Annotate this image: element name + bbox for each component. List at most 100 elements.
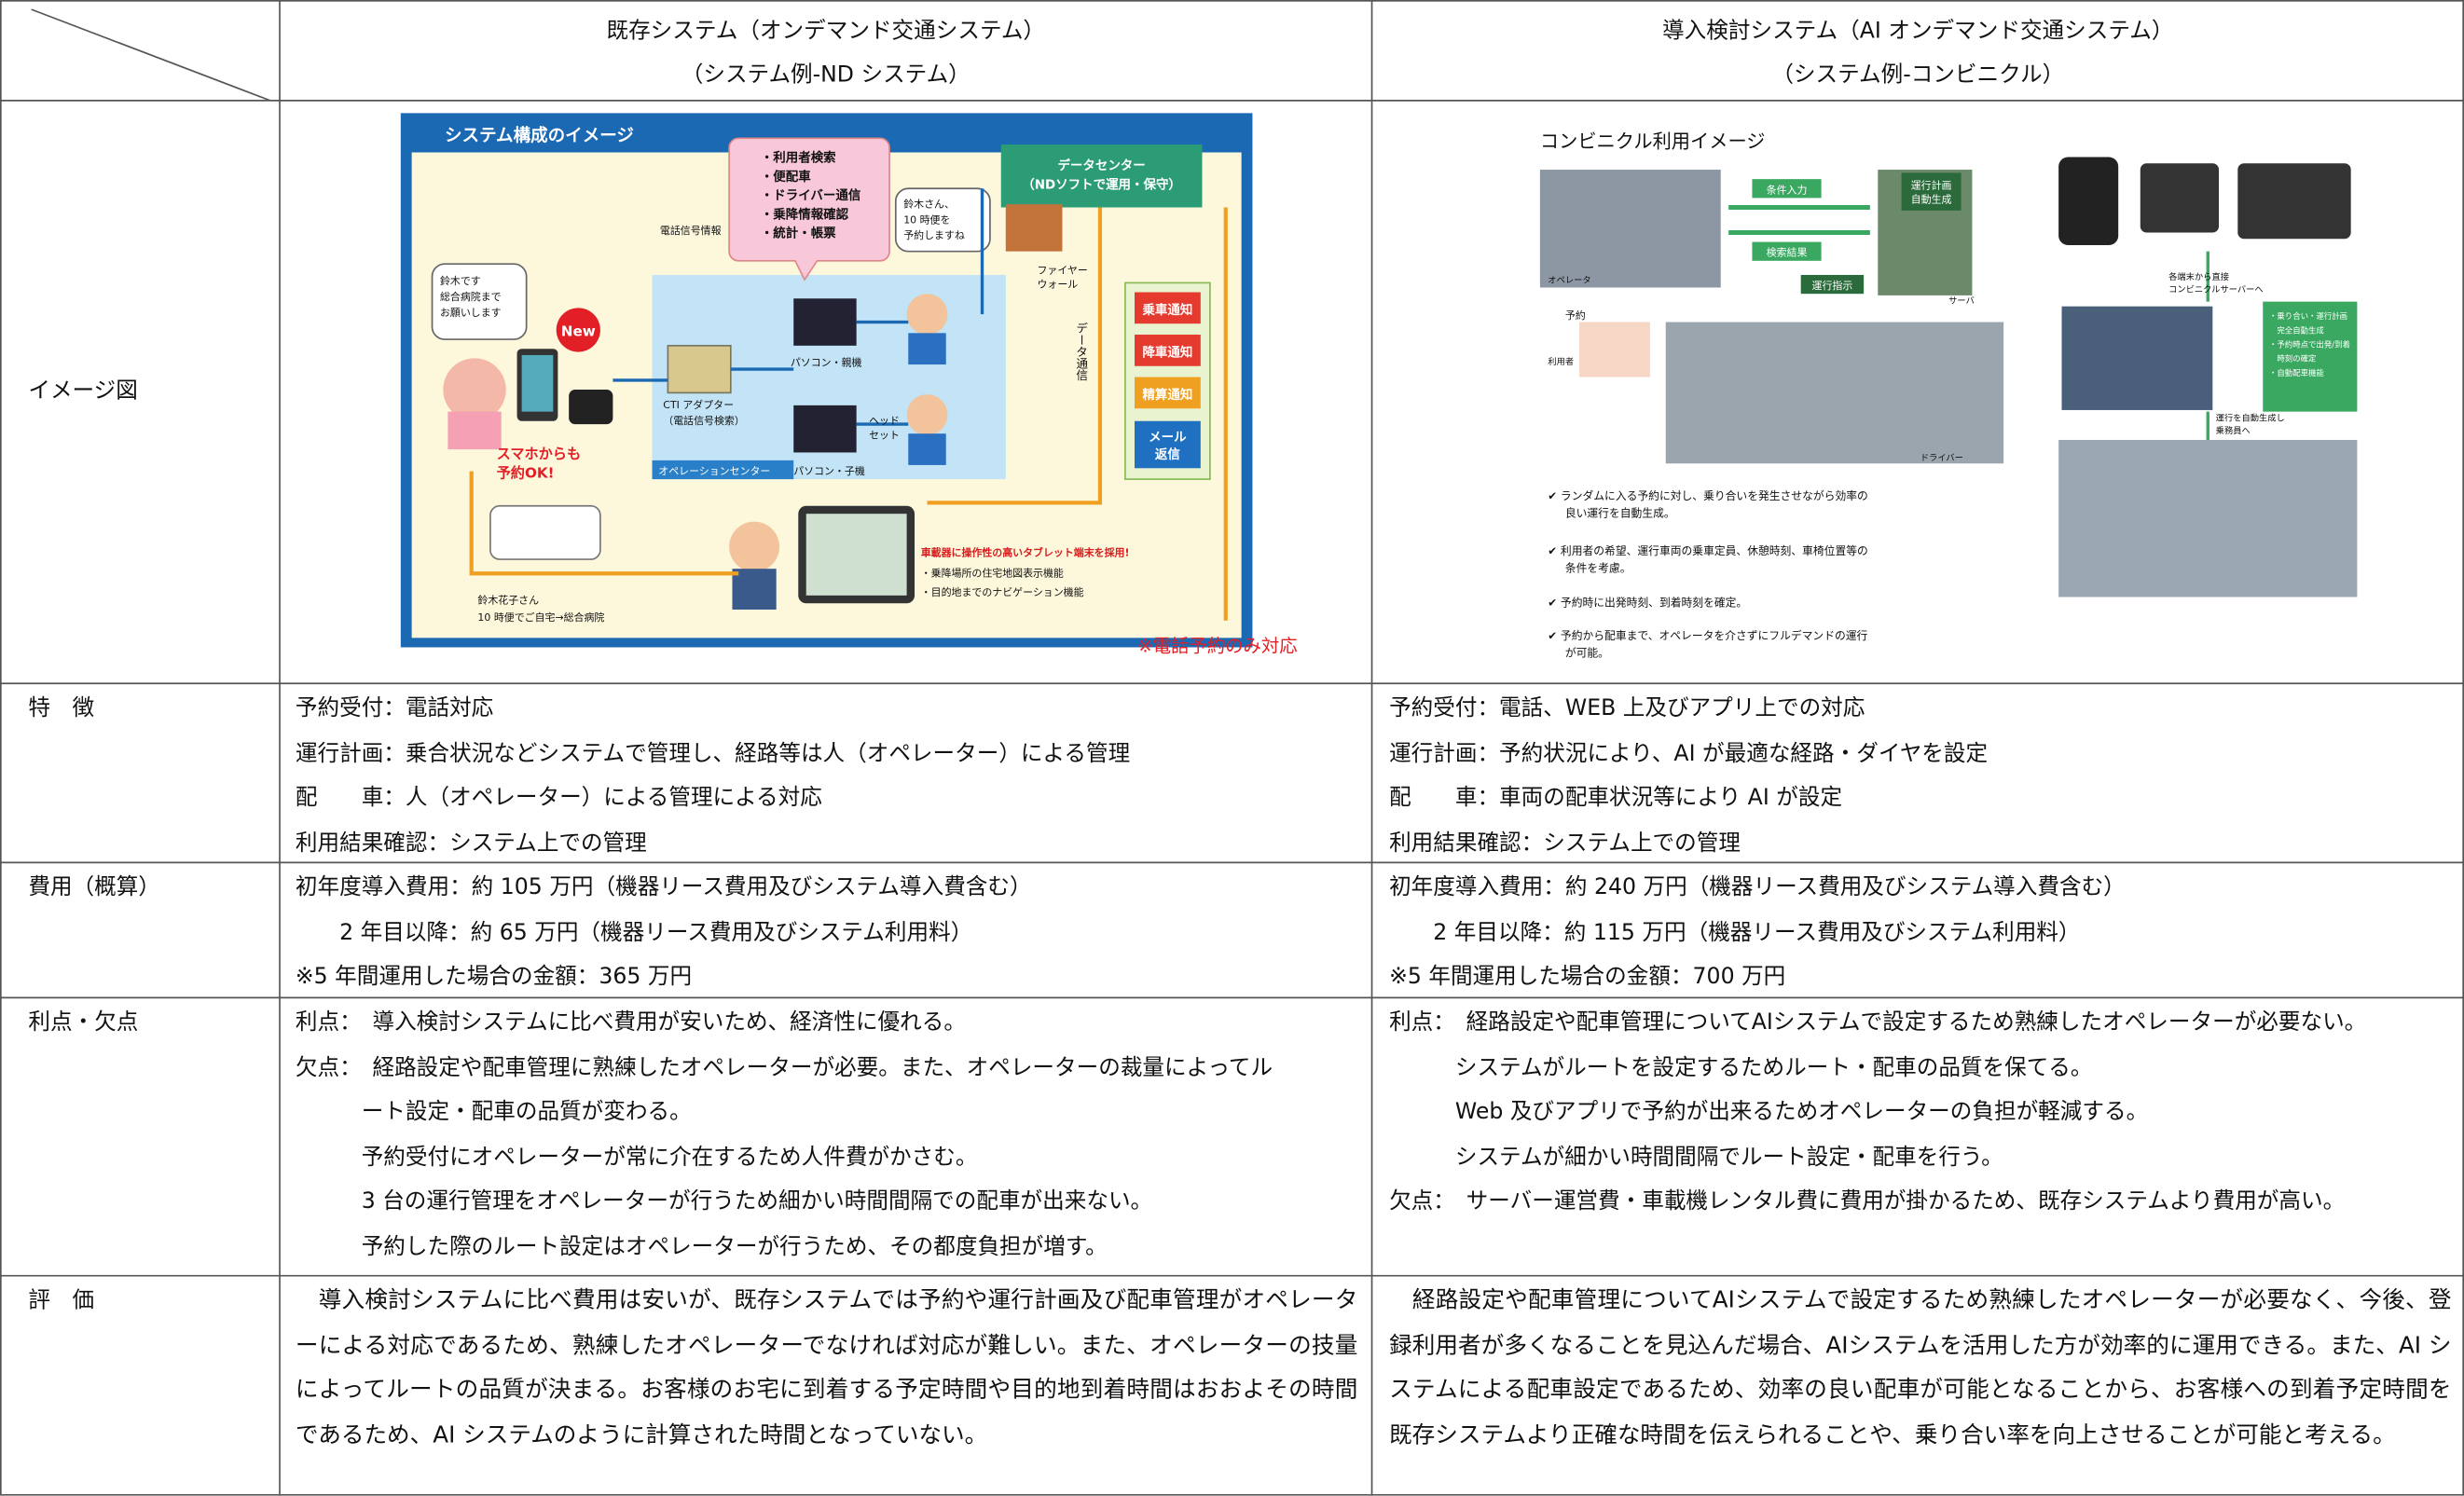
- image-text: 鈴木花子さん: [477, 593, 539, 606]
- cell-line: 予約受付にオペレーターが常に介在するため人件費がかさむ。: [295, 1144, 978, 1170]
- image-text: が可能。: [1565, 647, 1609, 660]
- image-text: オペレーションセンター: [658, 465, 770, 477]
- image-text: ・統計・帳票: [761, 226, 836, 241]
- image-text: ・便配車: [761, 169, 811, 185]
- cell-line: ※5 年間運用した場合の金額：365 万円: [295, 964, 693, 990]
- image-text: ✔ ランダムに入る予約に対し、乗り合いを発生させながら効率の: [1548, 489, 1868, 502]
- image-text: サーバ: [1948, 295, 1975, 306]
- image-proposed: [1539, 157, 2358, 597]
- cell-line: ※5 年間運用した場合の金額：700 万円: [1389, 964, 1786, 990]
- image-text: 予約しますね: [903, 228, 965, 241]
- image-text: （NDソフトで運用・保守）: [1022, 176, 1181, 192]
- row-label: 特 徴: [28, 695, 95, 721]
- image-existing: [400, 113, 1253, 648]
- image-text: ・乗降場所の住宅地図表示機能: [921, 567, 1064, 580]
- image-text: 条件を考慮。: [1565, 562, 1631, 575]
- image-text: 精算通知: [1142, 387, 1192, 403]
- cell-line: Web 及びアプリで予約が出来るためオペレーターの負担が軽減する。: [1389, 1099, 2149, 1125]
- image-text: パソコン・子機: [793, 464, 865, 477]
- cell-line: 利用結果確認：システム上での管理: [295, 830, 647, 856]
- image-text: 電話信号情報: [660, 224, 722, 237]
- cell-line: 予約受付：電話、WEB 上及びアプリ上での対応: [1389, 695, 1865, 721]
- image-text: ・ドライバー通信: [761, 187, 861, 203]
- cell-line: 利点： 経路設定や配車管理についてAIシステムで設定するため熟練したオペレーター…: [1389, 1009, 2367, 1036]
- image-text: ※電話予約のみ対応: [1137, 636, 1297, 657]
- header-text: 導入検討システム（AI オンデマンド交通システム）: [1662, 19, 2174, 45]
- image-text: 運行を自動生成し: [2216, 413, 2285, 424]
- image-text: データセンター: [1057, 158, 1145, 173]
- image-text: New: [561, 323, 596, 340]
- header-text: （システム例-コンビニクル）: [1771, 62, 2065, 89]
- cell-line: 2 年目以降：約 115 万円（機器リース費用及びシステム利用料）: [1389, 919, 2081, 945]
- image-text: ・予約時点で出発/到着: [2269, 340, 2350, 350]
- cell-line: 欠点： 経路設定や配車管理に熟練したオペレーターが必要。また、オペレーターの裁量…: [295, 1054, 1273, 1080]
- image-text: ・乗り合い・運行計画: [2269, 311, 2347, 321]
- image-text: ✔ 予約時に出発時刻、到着時刻を確定。: [1548, 597, 1747, 610]
- cell-line: ート設定・配車の品質が変わる。: [295, 1099, 692, 1125]
- image-text: 自動生成: [1911, 192, 1952, 205]
- image-text: 返信: [1155, 446, 1180, 462]
- image-text: 総合病院まで: [440, 290, 502, 303]
- image-text: ヘッド: [869, 415, 900, 427]
- row-label: 評 価: [28, 1288, 95, 1314]
- image-text: 鈴木さん、: [903, 197, 955, 210]
- row-label: イメージ図: [28, 378, 138, 405]
- cell-line: 3 台の運行管理をオペレーターが行うため細かい時間間隔での配車が出来ない。: [295, 1188, 1153, 1215]
- image-text: 10 時便を: [903, 213, 950, 226]
- cell-line: 運行計画：予約状況により、AI が最適な経路・ダイヤを設定: [1389, 740, 1989, 766]
- image-text: コンビニクル利用イメージ: [1540, 130, 1766, 152]
- image-text: 良い運行を自動生成。: [1565, 507, 1675, 520]
- image-text: セット: [869, 429, 900, 441]
- image-text: ウォール: [1037, 278, 1078, 290]
- cell-line: 欠点： サーバー運営費・車載機レンタル費に費用が掛かるため、既存システムより費用…: [1389, 1188, 2346, 1215]
- image-text: パソコン・親機: [791, 356, 862, 369]
- image-text: 車載器に操作性の高いタブレット端末を採用!: [921, 546, 1130, 559]
- image-text: 検索結果: [1767, 246, 1808, 259]
- cell-line: 初年度導入費用：約 240 万円（機器リース費用及びシステム導入費含む）: [1389, 874, 2126, 900]
- image-text: ・自動配車機能: [2269, 368, 2324, 377]
- image-text: 鈴木です: [440, 274, 481, 287]
- row-label: 費用（概算）: [28, 874, 160, 900]
- cell-line: システムがルートを設定するためルート・配車の品質を保てる。: [1389, 1054, 2093, 1080]
- cell-line: 利用結果確認：システム上での管理: [1389, 830, 1741, 856]
- image-text: CTI アダプター: [663, 398, 734, 411]
- cell-line: 予約した際のルート設定はオペレーターが行うため、その都度負担が増す。: [295, 1234, 1108, 1260]
- cell-line: 利点： 導入検討システムに比べ費用が安いため、経済性に優れる。: [295, 1009, 966, 1036]
- image-text: 運行指示: [1812, 279, 1853, 292]
- image-text: 乗務員へ: [2216, 425, 2251, 436]
- image-text: 予約: [1565, 309, 1586, 322]
- image-text: 各端末から直接: [2168, 271, 2229, 282]
- image-text: ・利用者検索: [761, 150, 836, 166]
- cell-line: 配 車：人（オペレーター）による管理による対応: [295, 785, 822, 811]
- image-text: 時刻の確定: [2269, 354, 2317, 364]
- cell-paragraph: 経路設定や配車管理についてAIシステムで設定するため熟練したオペレーターが必要な…: [1389, 1286, 2452, 1448]
- image-text: 乗車通知: [1141, 302, 1192, 318]
- image-text: （電話信号検索）: [663, 414, 745, 427]
- image-text: オペレータ: [1548, 275, 1590, 285]
- image-text: コンビニクルサーバーへ: [2168, 285, 2264, 295]
- image-text: お願いします: [440, 307, 502, 319]
- image-text: メール: [1149, 431, 1187, 446]
- image-text: 運行計画: [1911, 178, 1952, 191]
- image-text: ドライバー: [1920, 453, 1963, 463]
- image-text: スマホからも: [497, 446, 581, 462]
- image-text: ✔ 利用者の希望、運行車両の乗車定員、休憩時刻、車椅位置等の: [1548, 544, 1868, 557]
- image-text: 降車通知: [1142, 345, 1192, 361]
- header-text: （システム例-ND システム）: [681, 62, 970, 89]
- image-text: 予約OK!: [497, 464, 555, 481]
- image-text: ・目的地までのナビゲーション機能: [921, 585, 1084, 598]
- image-text: システム構成のイメージ: [445, 126, 634, 146]
- cell-line: 初年度導入費用：約 105 万円（機器リース費用及びシステム導入費含む）: [295, 874, 1032, 900]
- image-text: ✔ 予約から配車まで、オペレータを介さずにフルデマンドの運行: [1548, 629, 1867, 642]
- cell-line: 運行計画：乗合状況などシステムで管理し、経路等は人（オペレーター）による管理: [295, 740, 1131, 766]
- image-text: ・乗降情報確認: [761, 206, 849, 222]
- row-label: 利点・欠点: [28, 1009, 139, 1036]
- image-text: 10 時便でご自宅→総合病院: [477, 611, 604, 624]
- image-text: 利用者: [1548, 356, 1574, 367]
- cell-line: 2 年目以降：約 65 万円（機器リース費用及びシステム利用料）: [295, 919, 973, 945]
- image-text: 完全自動生成: [2269, 325, 2324, 335]
- image-text: データ通信: [1074, 323, 1088, 382]
